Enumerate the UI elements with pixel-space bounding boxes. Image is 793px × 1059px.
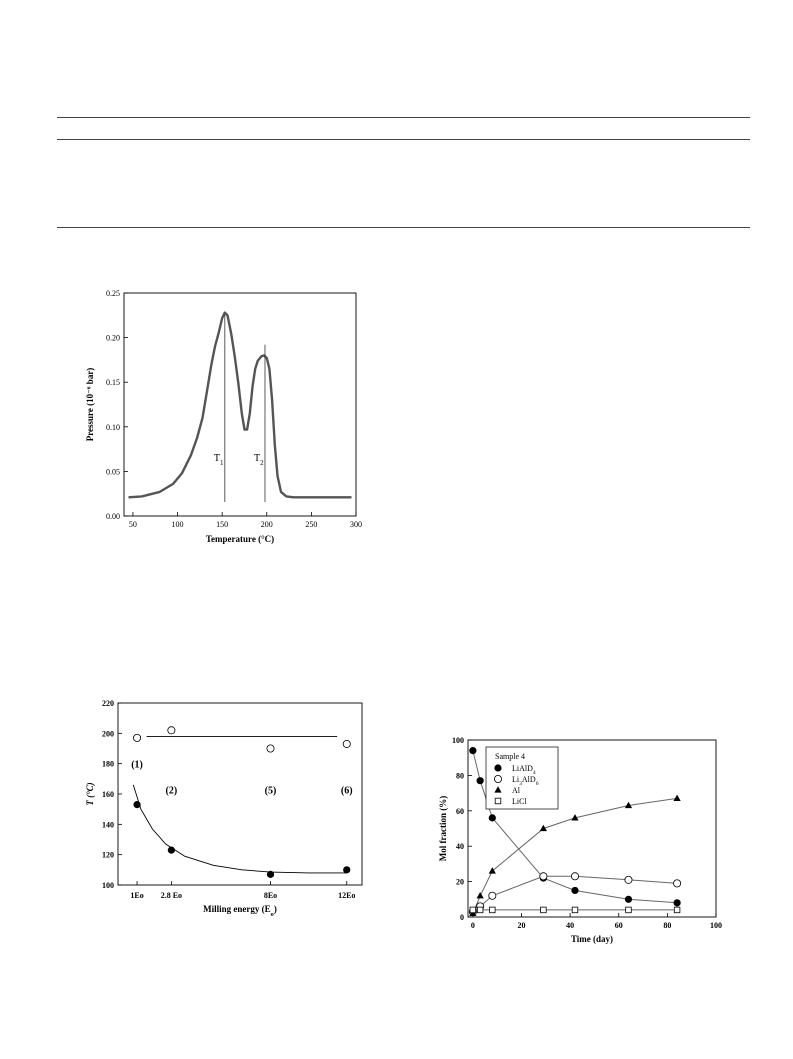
y-tick-label: 120 xyxy=(102,851,114,860)
data-point xyxy=(167,846,175,854)
data-point xyxy=(476,906,484,914)
data-point xyxy=(539,824,547,832)
table-bottom-rule xyxy=(57,227,750,228)
sample-label: (1) xyxy=(131,760,143,771)
y-axis-label: T (°C) xyxy=(85,782,95,805)
x-axis-label: Milling energy (Eo) xyxy=(203,904,277,918)
x-tick-label: 100 xyxy=(172,520,184,529)
y-tick-label: 80 xyxy=(456,771,464,780)
x-tick-label: 8Eo xyxy=(264,891,277,900)
y-tick-label: 180 xyxy=(102,760,114,769)
x-axis-label: Temperature (°C) xyxy=(206,534,274,544)
peak-label: T1 xyxy=(214,453,224,467)
x-tick-label: 60 xyxy=(615,921,623,930)
plot-frame xyxy=(123,292,357,517)
legend-marker xyxy=(494,786,502,793)
legend-label: LiAlD4 xyxy=(512,764,536,776)
y-tick-label: 0.15 xyxy=(106,378,120,387)
data-point xyxy=(133,801,141,809)
y-tick-label: 140 xyxy=(102,820,114,829)
data-point xyxy=(624,801,633,809)
data-point xyxy=(624,875,633,884)
data-point xyxy=(343,866,351,874)
x-axis-label: Time (day) xyxy=(571,934,613,944)
x-tick-label: 12Eo xyxy=(338,891,355,900)
x-tick-label: 100 xyxy=(710,921,722,930)
legend-marker xyxy=(493,775,502,784)
data-point xyxy=(133,733,142,742)
y-tick-label: 100 xyxy=(102,881,114,890)
data-point xyxy=(673,899,681,907)
data-point xyxy=(539,872,548,881)
y-axis-label: Mol fraction (%) xyxy=(438,796,448,861)
x-tick-label: 150 xyxy=(216,520,228,529)
y-tick-label: 0.10 xyxy=(106,423,120,432)
data-point xyxy=(489,906,496,914)
table-top-rule xyxy=(57,117,750,118)
legend-label: LiCl xyxy=(512,797,527,806)
x-tick-label: 0 xyxy=(471,921,475,930)
y-tick-label: 200 xyxy=(102,729,114,738)
x-tick-label: 50 xyxy=(129,520,137,529)
data-point xyxy=(469,906,477,914)
plot-frame xyxy=(467,739,717,918)
legend-label: Al xyxy=(512,786,521,795)
y-tick-label: 220 xyxy=(102,699,114,708)
pressure-series-line xyxy=(128,311,352,499)
data-point xyxy=(624,895,633,903)
data-point xyxy=(266,870,275,878)
x-tick-label: 1Eo xyxy=(130,891,143,900)
x-tick-label: 20 xyxy=(517,921,525,930)
data-point xyxy=(571,886,579,895)
legend-title: Sample 4 xyxy=(495,752,525,761)
y-axis-label: Pressure (10⁻⁶ bar) xyxy=(85,368,95,442)
data-point xyxy=(673,906,681,914)
y-tick-label: 100 xyxy=(452,736,464,745)
data-point xyxy=(342,739,351,748)
y-tick-label: 40 xyxy=(456,842,464,851)
data-point xyxy=(266,744,275,753)
legend-label: Li3AlD6 xyxy=(512,775,539,787)
data-point xyxy=(571,814,579,821)
data-point xyxy=(167,726,176,735)
data-point xyxy=(476,777,484,785)
x-tick-label: 300 xyxy=(350,520,362,529)
y-tick-label: 20 xyxy=(456,878,464,887)
data-point xyxy=(571,906,579,914)
data-point xyxy=(488,814,496,822)
x-tick-label: 40 xyxy=(566,921,574,930)
y-tick-label: 0.00 xyxy=(106,512,120,521)
data-point xyxy=(570,872,579,881)
peak-label: T2 xyxy=(254,453,264,467)
data-point xyxy=(488,891,497,900)
sample-label: (2) xyxy=(166,785,178,796)
sample-label: (6) xyxy=(341,785,353,796)
y-tick-label: 0.05 xyxy=(106,467,120,476)
fit-curve xyxy=(132,784,347,874)
y-tick-label: 0.25 xyxy=(106,289,120,298)
data-point xyxy=(540,906,547,914)
x-tick-label: 200 xyxy=(261,520,273,529)
data-point xyxy=(673,794,681,802)
data-point xyxy=(488,867,496,874)
data-point xyxy=(625,906,632,914)
y-tick-label: 60 xyxy=(456,807,464,816)
x-tick-label: 80 xyxy=(663,921,671,930)
data-point xyxy=(476,891,484,899)
y-tick-label: 0.20 xyxy=(106,334,120,343)
data-point xyxy=(469,747,477,755)
x-tick-label: 250 xyxy=(305,520,317,529)
y-tick-label: 0 xyxy=(460,913,464,922)
y-tick-label: 160 xyxy=(102,790,114,799)
legend-marker xyxy=(494,764,502,772)
data-point xyxy=(673,879,682,888)
x-tick-label: 2.8 Eo xyxy=(161,891,182,900)
table-header-rule xyxy=(57,139,750,140)
sample-label: (5) xyxy=(265,785,277,796)
legend-marker xyxy=(494,797,502,805)
